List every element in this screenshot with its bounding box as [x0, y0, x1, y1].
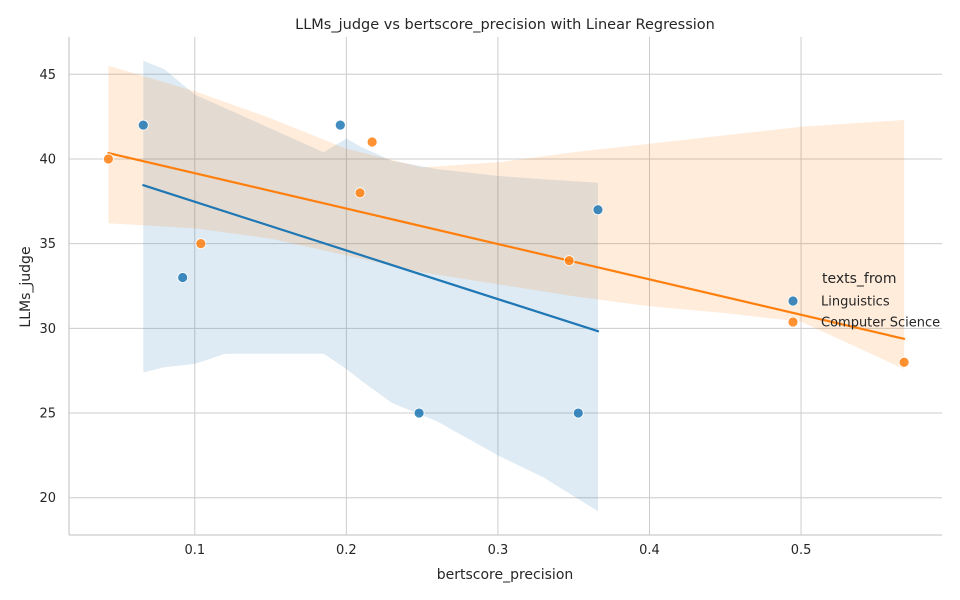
- data-point-computer-science: [563, 255, 575, 266]
- axes: [68, 37, 942, 536]
- y-tick-label: 40: [39, 152, 56, 167]
- legend-marker-linguistics: [787, 295, 799, 307]
- x-tick-label: 0.3: [488, 543, 509, 558]
- data-point-computer-science: [103, 153, 114, 165]
- data-point-linguistics: [334, 119, 346, 131]
- data-point-computer-science: [898, 356, 910, 368]
- x-axis-label: bertscore_precision: [437, 567, 574, 583]
- tick-labels: 0.1 0.2 0.3 0.4 0.5 20 25 30 35 40 45: [39, 68, 811, 558]
- y-tick-label: 25: [39, 407, 56, 422]
- x-tick-label: 0.2: [336, 543, 357, 558]
- y-tick-label: 20: [39, 491, 56, 506]
- regression-line-linguistics: [142, 184, 600, 333]
- data-point-computer-science: [195, 238, 207, 250]
- y-axis-label: LLMs_judge: [18, 246, 34, 327]
- legend-label-linguistics: Linguistics: [821, 295, 890, 310]
- y-tick-label: 30: [39, 322, 56, 337]
- gridlines: [69, 37, 942, 535]
- data-point-linguistics: [592, 204, 604, 216]
- legend-title: texts_from: [822, 271, 897, 287]
- scatter-points: [103, 119, 910, 419]
- data-point-computer-science: [366, 136, 378, 148]
- y-tick-label: 45: [39, 68, 56, 83]
- regression-lines: [107, 151, 906, 340]
- ci-band-linguistics: [143, 60, 599, 512]
- x-tick-label: 0.4: [639, 543, 660, 558]
- data-point-linguistics: [177, 272, 189, 283]
- legend: texts_from Linguistics Computer Science: [787, 271, 940, 331]
- confidence-bands: [108, 60, 905, 512]
- data-point-linguistics: [413, 407, 425, 419]
- x-tick-label: 0.1: [184, 543, 205, 558]
- data-point-linguistics: [137, 119, 149, 131]
- regression-line-computer-science: [107, 151, 906, 340]
- legend-label-computer-science: Computer Science: [821, 316, 940, 331]
- data-point-linguistics: [572, 407, 584, 419]
- chart-title: LLMs_judge vs bertscore_precision with L…: [295, 17, 715, 33]
- x-tick-label: 0.5: [791, 543, 812, 558]
- legend-marker-computer-science: [787, 316, 799, 328]
- data-point-computer-science: [354, 187, 366, 199]
- y-tick-label: 35: [39, 237, 56, 252]
